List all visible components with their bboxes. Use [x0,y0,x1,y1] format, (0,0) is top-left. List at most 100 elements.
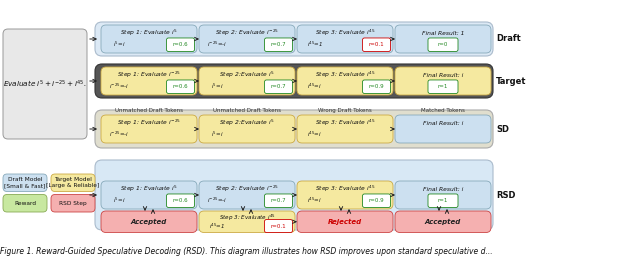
Text: Step 1: Evaluate $i^5$: Step 1: Evaluate $i^5$ [120,28,178,39]
Text: $i^5$=i: $i^5$=i [113,196,125,205]
Text: Wrong Draft Tokens: Wrong Draft Tokens [318,108,372,113]
FancyBboxPatch shape [95,110,493,148]
Text: Step 3: Evaluate $i^{45}$: Step 3: Evaluate $i^{45}$ [315,70,375,80]
Text: SD: SD [496,124,509,133]
FancyBboxPatch shape [95,160,493,230]
Text: Rejected: Rejected [328,219,362,225]
FancyBboxPatch shape [95,22,493,56]
FancyBboxPatch shape [264,38,292,51]
Text: Step 3: Evaluate $i^{45}$: Step 3: Evaluate $i^{45}$ [315,118,375,128]
Text: Final Result: i: Final Result: i [423,73,463,78]
FancyBboxPatch shape [166,194,195,207]
Text: Step 3: Evaluate $i^{45}$: Step 3: Evaluate $i^{45}$ [315,28,375,39]
Text: $i^{-25}$=-i: $i^{-25}$=-i [109,130,129,139]
Text: Step 3: Evaluate $i^{45}$: Step 3: Evaluate $i^{45}$ [219,212,275,223]
Text: r=0.6: r=0.6 [173,42,188,47]
FancyBboxPatch shape [51,174,95,191]
FancyBboxPatch shape [428,194,458,207]
FancyBboxPatch shape [199,67,295,95]
Text: Step 2:Evaluate $i^5$: Step 2:Evaluate $i^5$ [219,70,275,80]
Text: $i^{-25}$=-i: $i^{-25}$=-i [109,82,129,91]
Text: Target: Target [496,77,527,86]
Text: Step 3: Evaluate $i^{45}$: Step 3: Evaluate $i^{45}$ [315,184,375,195]
Text: $i^5$=i: $i^5$=i [113,40,125,49]
FancyBboxPatch shape [297,67,393,95]
FancyBboxPatch shape [264,219,292,233]
Text: RSD Step: RSD Step [59,201,87,206]
Text: $i^{45}$=i: $i^{45}$=i [307,82,323,91]
Text: r=1: r=1 [438,198,448,203]
FancyBboxPatch shape [395,25,491,53]
Text: Step 2:Evaluate $i^5$: Step 2:Evaluate $i^5$ [219,118,275,128]
Text: Final Result: 1: Final Result: 1 [422,31,464,36]
FancyBboxPatch shape [362,194,390,207]
FancyBboxPatch shape [101,67,197,95]
Text: r=0.9: r=0.9 [369,84,384,89]
Text: $i^5$=i: $i^5$=i [211,82,223,91]
Text: r=0: r=0 [438,42,448,47]
Text: r=0.7: r=0.7 [271,84,286,89]
FancyBboxPatch shape [362,38,390,51]
Text: $i^{45}$=i: $i^{45}$=i [307,130,323,139]
FancyBboxPatch shape [297,211,393,233]
FancyBboxPatch shape [166,80,195,94]
Text: r=0.6: r=0.6 [173,84,188,89]
FancyBboxPatch shape [101,211,197,233]
Text: Unmatched Draft Tokens: Unmatched Draft Tokens [213,108,281,113]
FancyBboxPatch shape [264,80,292,94]
Text: r=0.6: r=0.6 [173,198,188,203]
FancyBboxPatch shape [297,25,393,53]
Text: $i^{45}$=1: $i^{45}$=1 [209,221,225,231]
Text: Step 2: Evaluate $i^{-25}$: Step 2: Evaluate $i^{-25}$ [215,184,279,195]
FancyBboxPatch shape [362,80,390,94]
FancyBboxPatch shape [395,181,491,209]
FancyBboxPatch shape [395,115,491,143]
FancyBboxPatch shape [199,25,295,53]
Text: r=0.7: r=0.7 [271,42,286,47]
Text: r=1: r=1 [438,84,448,89]
Text: Evaluate $i^5+i^{-25}+i^{45}$.: Evaluate $i^5+i^{-25}+i^{45}$. [3,78,87,90]
Text: Step 1: Evaluate $i^{-25}$: Step 1: Evaluate $i^{-25}$ [117,70,181,80]
Text: Figure 1. Reward-Guided Speculative Decoding (RSD). This diagram illustrates how: Figure 1. Reward-Guided Speculative Deco… [0,247,493,256]
Text: Step 1: Evaluate $i^{-25}$: Step 1: Evaluate $i^{-25}$ [117,118,181,128]
Text: $i^5$=i: $i^5$=i [211,130,223,139]
FancyBboxPatch shape [297,115,393,143]
FancyBboxPatch shape [395,211,491,233]
FancyBboxPatch shape [3,195,47,212]
FancyBboxPatch shape [51,195,95,212]
FancyBboxPatch shape [264,194,292,207]
FancyBboxPatch shape [101,115,197,143]
FancyBboxPatch shape [199,181,295,209]
FancyBboxPatch shape [101,181,197,209]
Text: Accepted: Accepted [131,219,167,225]
Text: r=0.1: r=0.1 [271,224,286,228]
Text: Unmatched Draft Tokens: Unmatched Draft Tokens [115,108,183,113]
Text: Draft Model
[Small & Fast]: Draft Model [Small & Fast] [4,177,45,188]
Text: Step 2: Evaluate $i^{-25}$: Step 2: Evaluate $i^{-25}$ [215,28,279,39]
Text: Final Result: i: Final Result: i [423,121,463,126]
FancyBboxPatch shape [95,64,493,98]
FancyBboxPatch shape [428,38,458,51]
Text: Target Model
[Large & Reliable]: Target Model [Large & Reliable] [46,177,100,188]
Text: Matched Tokens: Matched Tokens [421,108,465,113]
FancyBboxPatch shape [297,181,393,209]
FancyBboxPatch shape [3,174,47,191]
FancyBboxPatch shape [101,25,197,53]
Text: Step 1: Evaluate $i^5$: Step 1: Evaluate $i^5$ [120,184,178,195]
FancyBboxPatch shape [166,38,195,51]
Text: Accepted: Accepted [425,219,461,225]
Text: Final Result: i: Final Result: i [423,187,463,192]
FancyBboxPatch shape [3,29,87,139]
Text: Draft: Draft [496,34,521,43]
Text: r=0.1: r=0.1 [369,42,384,47]
FancyBboxPatch shape [428,80,458,94]
Text: r=0.9: r=0.9 [369,198,384,203]
Text: $i^{45}$=1: $i^{45}$=1 [307,40,323,49]
FancyBboxPatch shape [199,211,295,233]
Text: r=0.7: r=0.7 [271,198,286,203]
Text: RSD: RSD [496,190,515,199]
FancyBboxPatch shape [199,115,295,143]
Text: $i^{-25}$=-i: $i^{-25}$=-i [207,40,227,49]
Text: $i^{45}$=i: $i^{45}$=i [307,196,323,205]
Text: Reward: Reward [14,201,36,206]
